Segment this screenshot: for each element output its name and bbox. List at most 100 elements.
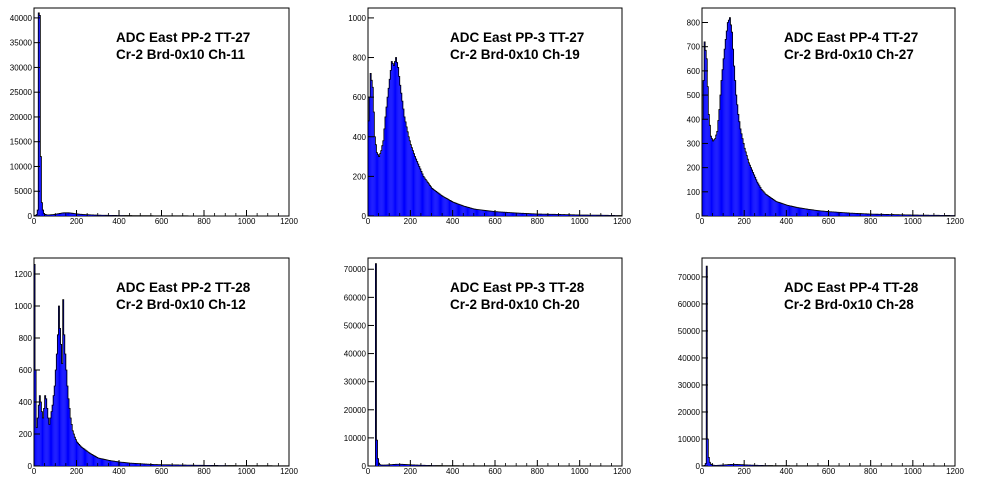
histogram-bar <box>543 214 545 216</box>
histogram-bar <box>49 418 51 466</box>
histogram-bar <box>88 214 90 216</box>
histogram-bar <box>65 370 67 466</box>
histogram-bar <box>419 168 421 216</box>
histogram-bar <box>432 189 434 216</box>
histogram-bar <box>45 214 47 216</box>
histogram-bar <box>370 73 372 216</box>
histogram-bar <box>410 144 412 216</box>
histogram-bar <box>460 204 462 216</box>
histogram-bar <box>468 207 470 216</box>
x-tick-label: 400 <box>446 217 460 226</box>
histogram-bar <box>106 459 108 466</box>
histogram-bar <box>855 213 857 216</box>
histogram-bar <box>762 190 764 216</box>
histogram-bar <box>495 211 497 216</box>
histogram-bar <box>69 408 71 466</box>
histogram-bar <box>418 465 420 466</box>
histogram-bar <box>717 120 719 216</box>
histogram-bar <box>542 214 544 216</box>
histogram-bar <box>97 458 99 466</box>
histogram-bar <box>532 213 534 216</box>
histogram-bar <box>780 202 782 216</box>
histogram-bar <box>465 206 467 216</box>
y-tick-label: 300 <box>687 139 701 148</box>
histogram-panel-3: 0 200 400 600 800 1000 1200 0 100 200 300 400 500 600… <box>687 7 964 226</box>
histogram-bar <box>131 463 133 466</box>
histogram-bar <box>719 465 721 466</box>
histogram-bar <box>825 211 827 216</box>
histogram-bar <box>820 210 822 216</box>
y-tick-label: 15000 <box>10 138 33 147</box>
histogram-bar <box>725 464 727 466</box>
histogram-bar <box>176 464 178 466</box>
histogram-bar <box>822 211 824 216</box>
histogram-bar <box>401 464 403 466</box>
histogram-bar <box>741 133 743 216</box>
histogram-bar <box>743 143 745 216</box>
histogram-bar <box>735 464 737 466</box>
histogram-bar <box>89 214 91 216</box>
histogram-bar <box>153 464 155 466</box>
histogram-bar <box>858 213 860 216</box>
histogram-bar <box>534 213 536 216</box>
histogram-bar <box>913 215 915 216</box>
y-tick-label: 400 <box>353 133 367 142</box>
histogram-bar <box>844 212 846 216</box>
histogram-bar <box>729 464 731 466</box>
histogram-bar <box>561 214 563 216</box>
histogram-bar <box>710 136 712 216</box>
histogram-bar <box>750 465 752 466</box>
histogram-bar <box>490 211 492 216</box>
histogram-bar <box>743 464 745 466</box>
histogram-bar <box>412 150 414 216</box>
histogram-bar <box>900 214 902 216</box>
histogram-bar <box>76 442 78 466</box>
histogram-bar <box>835 212 837 216</box>
histogram-bar <box>767 195 769 216</box>
histogram-bar <box>72 213 74 216</box>
histogram-bar <box>389 79 391 216</box>
histogram-bar <box>184 465 186 466</box>
histogram-bar <box>772 199 774 216</box>
histogram-bar <box>865 213 867 216</box>
histogram-bar <box>586 215 588 216</box>
histogram-bar <box>369 97 371 216</box>
histogram-bar <box>381 465 383 466</box>
histogram-bar <box>843 212 845 216</box>
histogram-bar <box>381 145 383 216</box>
histogram-bar <box>813 210 815 216</box>
histogram-bar <box>737 464 739 466</box>
histogram-bar <box>83 449 85 466</box>
histogram-bar <box>752 465 754 466</box>
histogram-bar <box>52 214 54 216</box>
histogram-bar <box>712 465 714 466</box>
chart-title: ADC East PP-4 TT-28 <box>784 280 919 295</box>
histogram-bar <box>87 451 89 466</box>
histogram-bar <box>715 134 717 216</box>
histogram-bar <box>742 138 744 216</box>
histogram-bar <box>60 344 62 466</box>
histogram-bar <box>711 138 713 216</box>
x-tick-label: 1200 <box>946 217 964 226</box>
histogram-bar <box>413 153 415 216</box>
histogram-bar <box>51 411 53 466</box>
histogram-bar <box>526 213 528 216</box>
histogram-bar <box>443 196 445 216</box>
histogram-bar <box>730 24 732 216</box>
histogram-bar <box>891 214 893 216</box>
histogram-bar <box>59 328 61 466</box>
histogram-bar <box>36 427 38 466</box>
histogram-bar <box>82 214 84 216</box>
y-tick-label: 0 <box>28 462 33 471</box>
y-tick-label: 20000 <box>678 408 701 417</box>
histogram-bar <box>725 39 727 216</box>
histogram-bar <box>417 465 419 466</box>
histogram-bar <box>748 465 750 466</box>
histogram-bar <box>144 464 146 466</box>
histogram-bar <box>728 464 730 466</box>
histogram-bar <box>74 213 76 216</box>
histogram-bar <box>731 32 733 216</box>
histogram-bar <box>478 209 480 216</box>
histogram-bar <box>594 215 596 216</box>
